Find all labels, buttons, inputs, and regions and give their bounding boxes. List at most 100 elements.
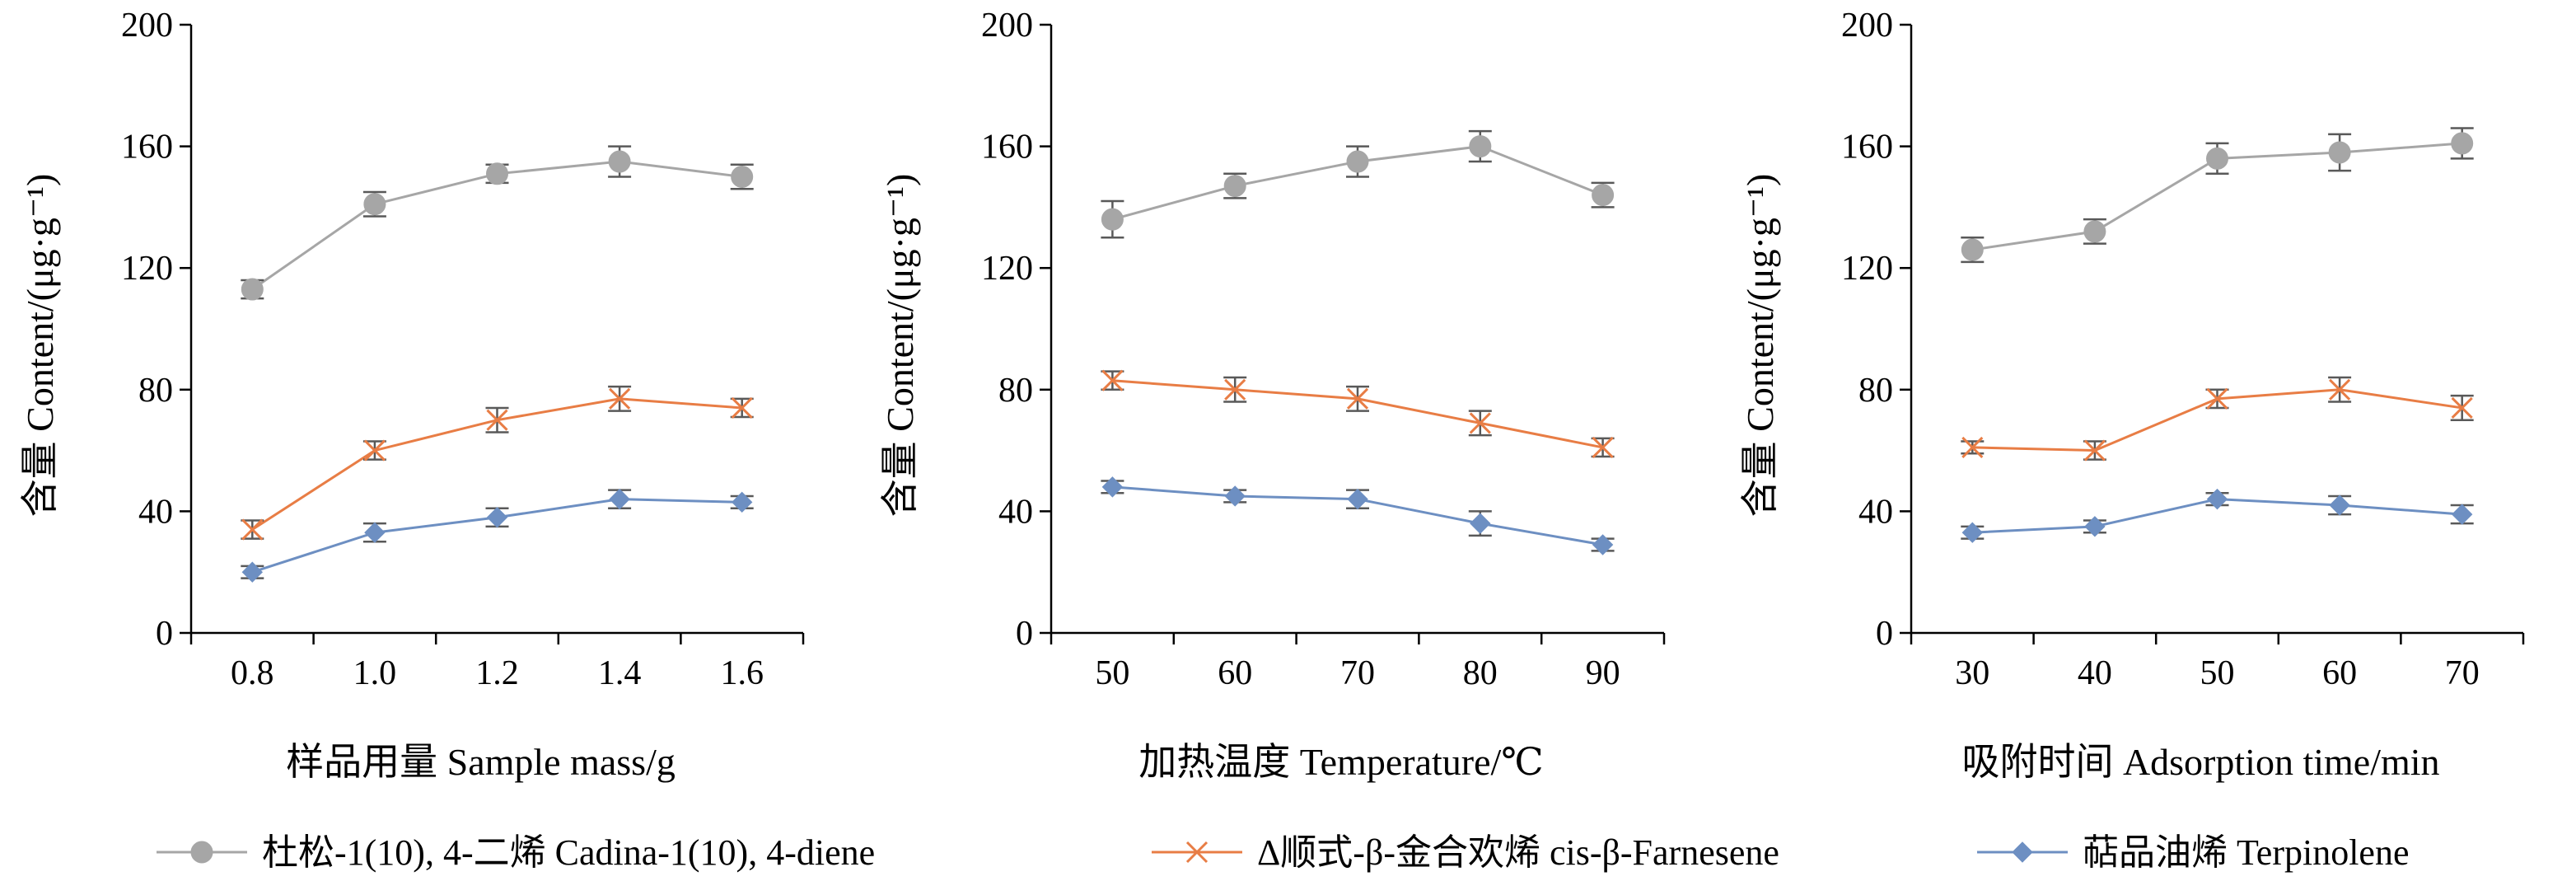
- data-point: [1469, 412, 1491, 434]
- legend-marker: [190, 841, 213, 864]
- y-tick-label: 160: [981, 129, 1033, 166]
- x-tick-label: 70: [1340, 654, 1375, 692]
- data-point-stroke-b: [609, 387, 631, 410]
- data-point: [2451, 396, 2473, 419]
- data-point: [364, 522, 386, 543]
- data-point: [2328, 141, 2351, 164]
- data-point: [241, 518, 264, 541]
- data-point-stroke-b: [1346, 387, 1369, 410]
- data-point: [1101, 476, 1124, 498]
- data-point: [1592, 436, 1614, 458]
- y-tick-label: 0: [156, 615, 173, 653]
- data-point-stroke-b: [1469, 412, 1491, 434]
- x-tick-label: 70: [2445, 654, 2480, 692]
- data-point-stroke-b: [731, 396, 753, 419]
- chart-panel-1: 0 40 80 120 160 200 0.8 1.0 1.2 1.4 1.6 样品用量 Sample…: [19, 7, 805, 783]
- data-point: [363, 439, 386, 462]
- data-point: [1592, 184, 1615, 207]
- x-tick-label: 50: [1095, 654, 1129, 692]
- y-tick-label: 0: [1016, 615, 1033, 653]
- data-point: [1961, 238, 1984, 261]
- data-point: [1470, 513, 1491, 534]
- y-tick-label: 160: [1841, 129, 1893, 166]
- x-tick-label: 0.8: [231, 654, 274, 692]
- y-tick-label: 200: [121, 7, 173, 45]
- y-tick-label: 80: [138, 372, 173, 410]
- y-tick-label: 40: [1858, 493, 1893, 531]
- data-point: [1592, 534, 1614, 555]
- x-tick-label: 40: [2078, 654, 2112, 692]
- data-point: [241, 278, 264, 301]
- series-3: [1101, 476, 1615, 555]
- y-axis-title: 含量 Content/(μg·g⁻¹): [879, 174, 921, 518]
- legend-marker: [1185, 841, 1209, 864]
- series-3: [241, 488, 754, 583]
- series-2: [1961, 376, 2474, 462]
- x-tick-label: 80: [1463, 654, 1498, 692]
- legend: 杜松-1(10), 4-二烯 Cadina-1(10), 4-diene Δ顺式-…: [157, 832, 2410, 873]
- data-point: [2451, 504, 2473, 525]
- data-point: [2329, 378, 2351, 401]
- data-point: [2206, 147, 2228, 170]
- data-point: [1469, 135, 1492, 158]
- data-point: [1223, 175, 1246, 198]
- y-tick-label: 120: [121, 250, 173, 288]
- chart-panel-2: 0 40 80 120 160 200 50 60 70 80 90 加热温度 Temperature…: [879, 7, 1666, 783]
- data-point: [486, 409, 508, 431]
- data-point-stroke-b: [1592, 436, 1614, 458]
- y-tick-label: 0: [1876, 615, 1893, 653]
- legend-marker: [2012, 841, 2033, 863]
- y-tick-label: 160: [121, 129, 173, 166]
- data-point: [731, 396, 753, 419]
- y-tick-label: 120: [1841, 250, 1893, 288]
- data-point-stroke-b: [1224, 378, 1246, 401]
- data-point: [608, 150, 631, 173]
- data-point: [1347, 488, 1368, 510]
- legend-label: 萜品油烯 Terpinolene: [2083, 832, 2410, 873]
- data-point: [1224, 485, 1246, 507]
- y-axis-title: 含量 Content/(μg·g⁻¹): [1739, 174, 1781, 518]
- x-axis-title: 样品用量 Sample mass/g: [286, 741, 676, 783]
- data-point: [486, 507, 508, 528]
- legend-item-3: 萜品油烯 Terpinolene: [1977, 832, 2410, 873]
- data-point-stroke-b: [1101, 369, 1124, 391]
- x-tick-label: 1.6: [720, 654, 764, 692]
- data-point: [2084, 516, 2106, 537]
- x-tick-label: 50: [2200, 654, 2235, 692]
- data-point: [2083, 439, 2106, 462]
- chart-panel-3: 0 40 80 120 160 200 30 40 50 60 70 吸附时间 Adsorption …: [1739, 7, 2525, 783]
- data-point: [1346, 387, 1369, 410]
- x-tick-label: 60: [2322, 654, 2357, 692]
- data-point: [363, 193, 386, 216]
- series-1: [241, 145, 754, 301]
- data-point-stroke-b: [2329, 378, 2351, 401]
- series-2: [241, 385, 754, 541]
- data-point-stroke-b: [1961, 436, 1984, 458]
- data-point: [2451, 132, 2474, 155]
- data-point: [609, 488, 630, 510]
- x-tick-label: 30: [1955, 654, 1989, 692]
- data-point: [731, 166, 754, 188]
- data-point: [2083, 220, 2106, 243]
- y-tick-label: 120: [981, 250, 1033, 288]
- y-tick-label: 200: [1841, 7, 1893, 45]
- legend-item-1: 杜松-1(10), 4-二烯 Cadina-1(10), 4-diene: [157, 832, 875, 873]
- data-point-stroke-b: [241, 518, 264, 541]
- data-point-stroke-b: [2083, 439, 2106, 462]
- data-point: [241, 561, 264, 583]
- data-point: [1961, 436, 1984, 458]
- x-tick-label: 1.4: [598, 654, 642, 692]
- data-point-stroke-b: [363, 439, 386, 462]
- x-tick-label: 90: [1586, 654, 1620, 692]
- y-tick-label: 40: [138, 493, 173, 531]
- legend-label: Δ顺式-β-金合欢烯 cis-β-Farnesene: [1257, 832, 1779, 873]
- legend-label: 杜松-1(10), 4-二烯 Cadina-1(10), 4-diene: [262, 832, 875, 873]
- data-point: [609, 387, 631, 410]
- data-point: [1961, 522, 1984, 543]
- series-2: [1101, 369, 1615, 458]
- data-point-stroke-b: [2451, 396, 2473, 419]
- y-tick-label: 40: [998, 493, 1033, 531]
- x-tick-label: 1.2: [475, 654, 519, 692]
- y-tick-label: 80: [1858, 372, 1893, 410]
